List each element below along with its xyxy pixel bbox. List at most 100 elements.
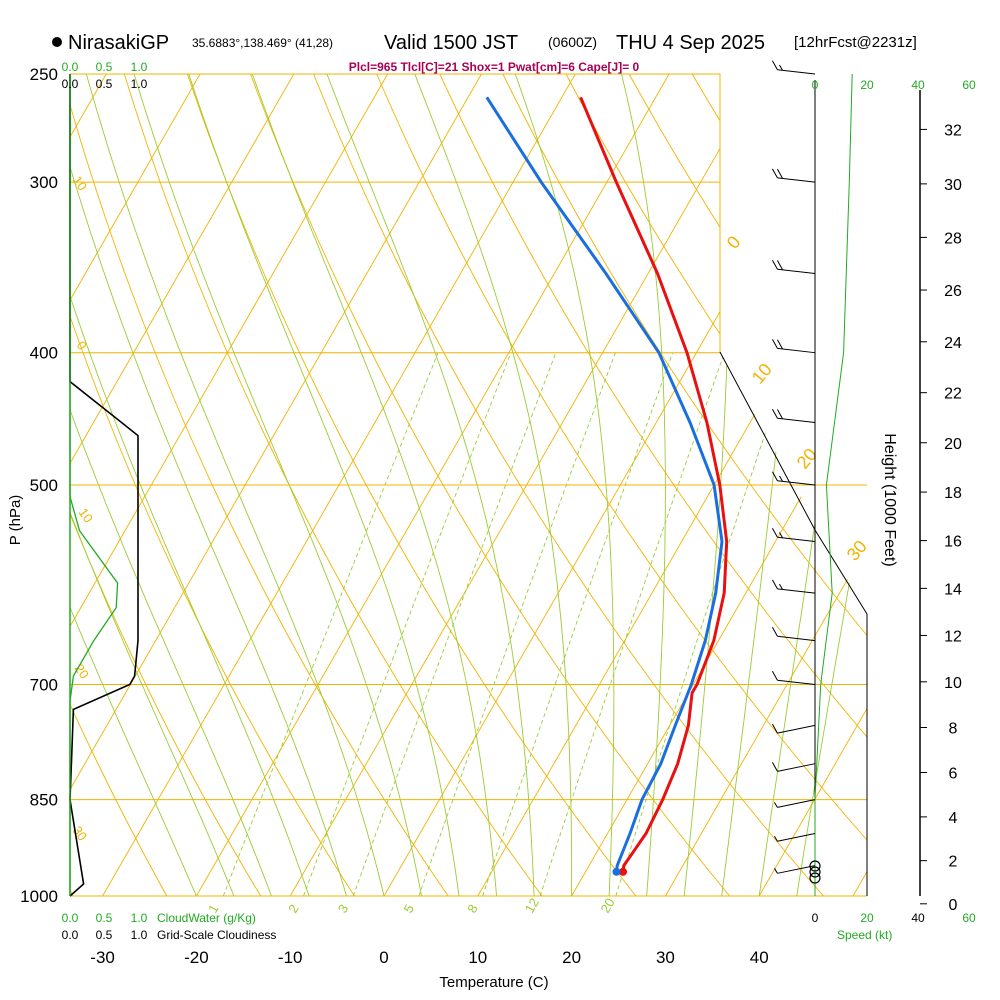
- moist-adiabat-line: [70, 74, 235, 896]
- pressure-tick-label: 250: [30, 65, 58, 84]
- wind-barb-half: [778, 532, 783, 538]
- isotherm-line: [758, 74, 867, 896]
- wind-barb-flag: [771, 259, 778, 270]
- moist-adiabat-line: [70, 74, 272, 896]
- moist-adiabat-line: [514, 74, 615, 896]
- wind-barb-staff: [777, 588, 816, 594]
- valid-date: THU 4 Sep 2025: [616, 32, 765, 54]
- moist-adiabat-line: [70, 74, 347, 896]
- wind-barb-staff: [777, 480, 816, 486]
- height-tick-label: 20: [944, 436, 962, 453]
- dry-adiabat-line: [70, 74, 262, 896]
- wind-barb-staff: [777, 724, 816, 734]
- height-tick-label: 24: [944, 335, 962, 352]
- speed-tick-bottom: 0: [812, 911, 819, 925]
- cloudwater-legend: CloudWater (g/Kg): [157, 911, 256, 925]
- wind-barb-staff: [777, 69, 816, 75]
- height-tick-label: 28: [944, 230, 962, 247]
- wind-barb-half: [773, 802, 778, 808]
- pressure-tick-label: 850: [30, 791, 58, 810]
- temperature-tick-label: -20: [184, 948, 209, 967]
- wind-barb-half: [773, 835, 778, 842]
- pressure-tick-label: 700: [30, 676, 58, 695]
- dry-adiabat-line: [628, 74, 867, 896]
- height-tick-label: 16: [944, 534, 962, 551]
- speed-axis-title: Speed (kt): [837, 928, 892, 942]
- cloudwater-scale-top: 0.0: [62, 60, 79, 74]
- wind-barb-staff: [777, 763, 816, 772]
- dry-adiabat-label: 10: [76, 505, 97, 525]
- wind-barb-staff: [777, 679, 816, 686]
- mixing-ratio-label: 3: [335, 902, 352, 916]
- mixing-ratio-label: 8: [464, 902, 481, 916]
- height-tick-label: 26: [944, 283, 962, 300]
- speed-tick-top: 20: [860, 78, 874, 92]
- cloudiness-scale-top: 1.0: [131, 77, 148, 91]
- station-name: NirasakiGP: [68, 32, 169, 54]
- isotherm-line: [0, 74, 12, 896]
- height-tick-label: 12: [944, 628, 962, 645]
- x-axis-title: Temperature (C): [439, 974, 548, 991]
- valid-time-z: (0600Z): [548, 34, 597, 50]
- mixing-ratio-label: 2: [285, 902, 302, 916]
- wind-barb-staff: [777, 536, 816, 543]
- mixing-ratio-line: [352, 352, 557, 896]
- speed-tick-bottom: 60: [962, 911, 976, 925]
- mixing-ratio-line: [539, 352, 725, 896]
- dry-adiabat-label: 10: [70, 173, 91, 193]
- wind-barb-half: [778, 583, 783, 590]
- wind-barb-flag: [771, 527, 778, 538]
- isotherm-line: [70, 74, 295, 896]
- isotherm-label: 10: [748, 359, 776, 387]
- wind-barb-flag: [776, 168, 783, 179]
- wind-barb-flag: [771, 579, 778, 590]
- labels: NirasakiGP 35.6883°,138.469° (41,28) Val…: [7, 32, 917, 991]
- mixing-ratio-line: [303, 352, 512, 896]
- wind-barb-flag: [771, 670, 778, 681]
- height-tick-label: 30: [944, 177, 962, 194]
- wind-barb-staff: [777, 865, 816, 874]
- temperature-tick-label: 20: [562, 948, 581, 967]
- mixing-ratio-label: 5: [401, 902, 418, 916]
- wind-barb-flag: [776, 409, 783, 419]
- speed-tick-top: 40: [911, 78, 925, 92]
- wind-barb-flag: [776, 260, 783, 270]
- calm-wind-circle: [809, 872, 821, 884]
- temperature-tick-label: 40: [750, 948, 769, 967]
- wind-barb-flag: [771, 762, 778, 772]
- height-tick-label: 8: [949, 720, 958, 737]
- dry-adiabat-label: 20: [72, 661, 93, 681]
- height-tick-label: 0: [949, 897, 958, 914]
- moist-adiabat-line: [251, 74, 498, 896]
- isotherm-line: [70, 74, 201, 896]
- moist-adiabat-line: [326, 74, 535, 896]
- dewpoint-profile-line: [485, 96, 724, 872]
- side-panels: [69, 60, 927, 905]
- wind-barb-flag: [771, 409, 778, 419]
- height-tick-label: 2: [949, 854, 958, 871]
- valid-time: Valid 1500 JST: [384, 32, 518, 54]
- moist-adiabat-line: [796, 74, 867, 896]
- wind-barb-staff: [777, 268, 816, 275]
- wind-barb-flag: [771, 60, 778, 70]
- cloudwater-scale-bottom: 0.5: [96, 911, 113, 925]
- moist-adiabat-line: [70, 74, 197, 896]
- height-tick-label: 22: [944, 386, 962, 403]
- surface-temperature-dot: [619, 867, 628, 876]
- cloudiness-scale-bottom: 1.0: [131, 928, 148, 942]
- moist-adiabat-line: [621, 74, 666, 896]
- pressure-tick-label: 500: [30, 476, 58, 495]
- height-tick-label: 18: [944, 485, 962, 502]
- cloudiness-scale-bottom: 0.0: [62, 928, 79, 942]
- moist-adiabat-line: [414, 74, 573, 896]
- wind-barb-staff: [777, 833, 816, 842]
- isotherm-line: [665, 74, 867, 896]
- height-tick-label: 6: [949, 766, 958, 783]
- cloudiness-scale-bottom: 0.5: [96, 928, 113, 942]
- height-tick-label: 4: [949, 810, 958, 827]
- pressure-tick-label: 1000: [20, 887, 58, 906]
- wind-barb-flag: [776, 339, 783, 349]
- cloudiness-profile-line: [69, 74, 139, 897]
